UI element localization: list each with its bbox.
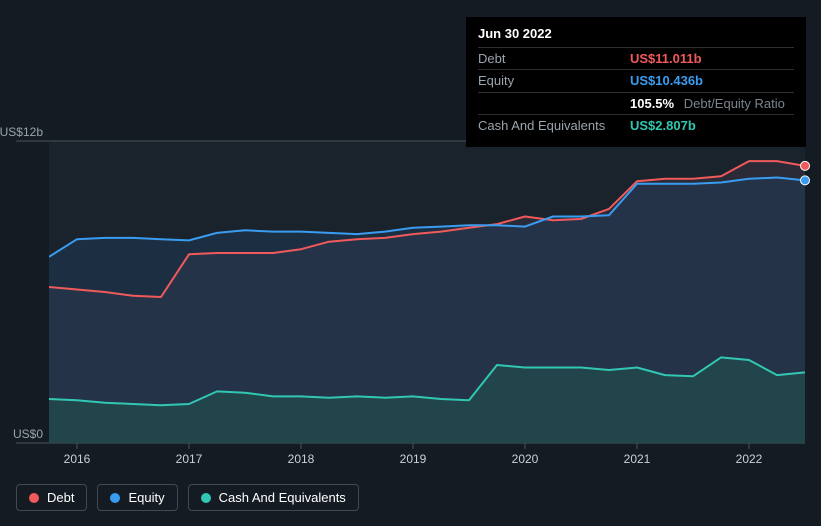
svg-text:2019: 2019: [400, 452, 427, 466]
tooltip-value-debt: US$11.011b: [630, 50, 702, 68]
svg-text:2017: 2017: [176, 452, 203, 466]
legend-label-equity: Equity: [128, 490, 164, 505]
legend-label-cash: Cash And Equivalents: [219, 490, 346, 505]
legend-swatch-debt: [29, 493, 39, 503]
svg-text:2020: 2020: [512, 452, 539, 466]
financials-chart: US$0 US$12b 2016 2017 2018 2019 2020 2021 2022 J…: [0, 0, 821, 526]
svg-text:2018: 2018: [288, 452, 315, 466]
legend-item-debt[interactable]: Debt: [16, 484, 87, 511]
svg-text:2016: 2016: [64, 452, 91, 466]
tooltip-ratio-label: Debt/Equity Ratio: [684, 96, 785, 111]
svg-text:US$12b: US$12b: [0, 125, 43, 139]
tooltip-value-equity: US$10.436b: [630, 72, 703, 90]
tooltip-label-ratio: [478, 95, 630, 113]
legend-item-cash[interactable]: Cash And Equivalents: [188, 484, 359, 511]
legend-swatch-equity: [110, 493, 120, 503]
legend: Debt Equity Cash And Equivalents: [16, 484, 359, 511]
tooltip-ratio-value: 105.5%: [630, 96, 674, 111]
chart-tooltip: Jun 30 2022 Debt US$11.011b Equity US$10…: [466, 17, 806, 147]
svg-text:US$0: US$0: [13, 427, 43, 441]
tooltip-label-debt: Debt: [478, 50, 630, 68]
legend-swatch-cash: [201, 493, 211, 503]
tooltip-label-cash: Cash And Equivalents: [478, 117, 630, 135]
legend-label-debt: Debt: [47, 490, 74, 505]
legend-item-equity[interactable]: Equity: [97, 484, 177, 511]
tooltip-value-cash: US$2.807b: [630, 117, 696, 135]
svg-text:2022: 2022: [736, 452, 763, 466]
tooltip-label-equity: Equity: [478, 72, 630, 90]
svg-text:2021: 2021: [624, 452, 651, 466]
tooltip-date: Jun 30 2022: [478, 25, 794, 43]
